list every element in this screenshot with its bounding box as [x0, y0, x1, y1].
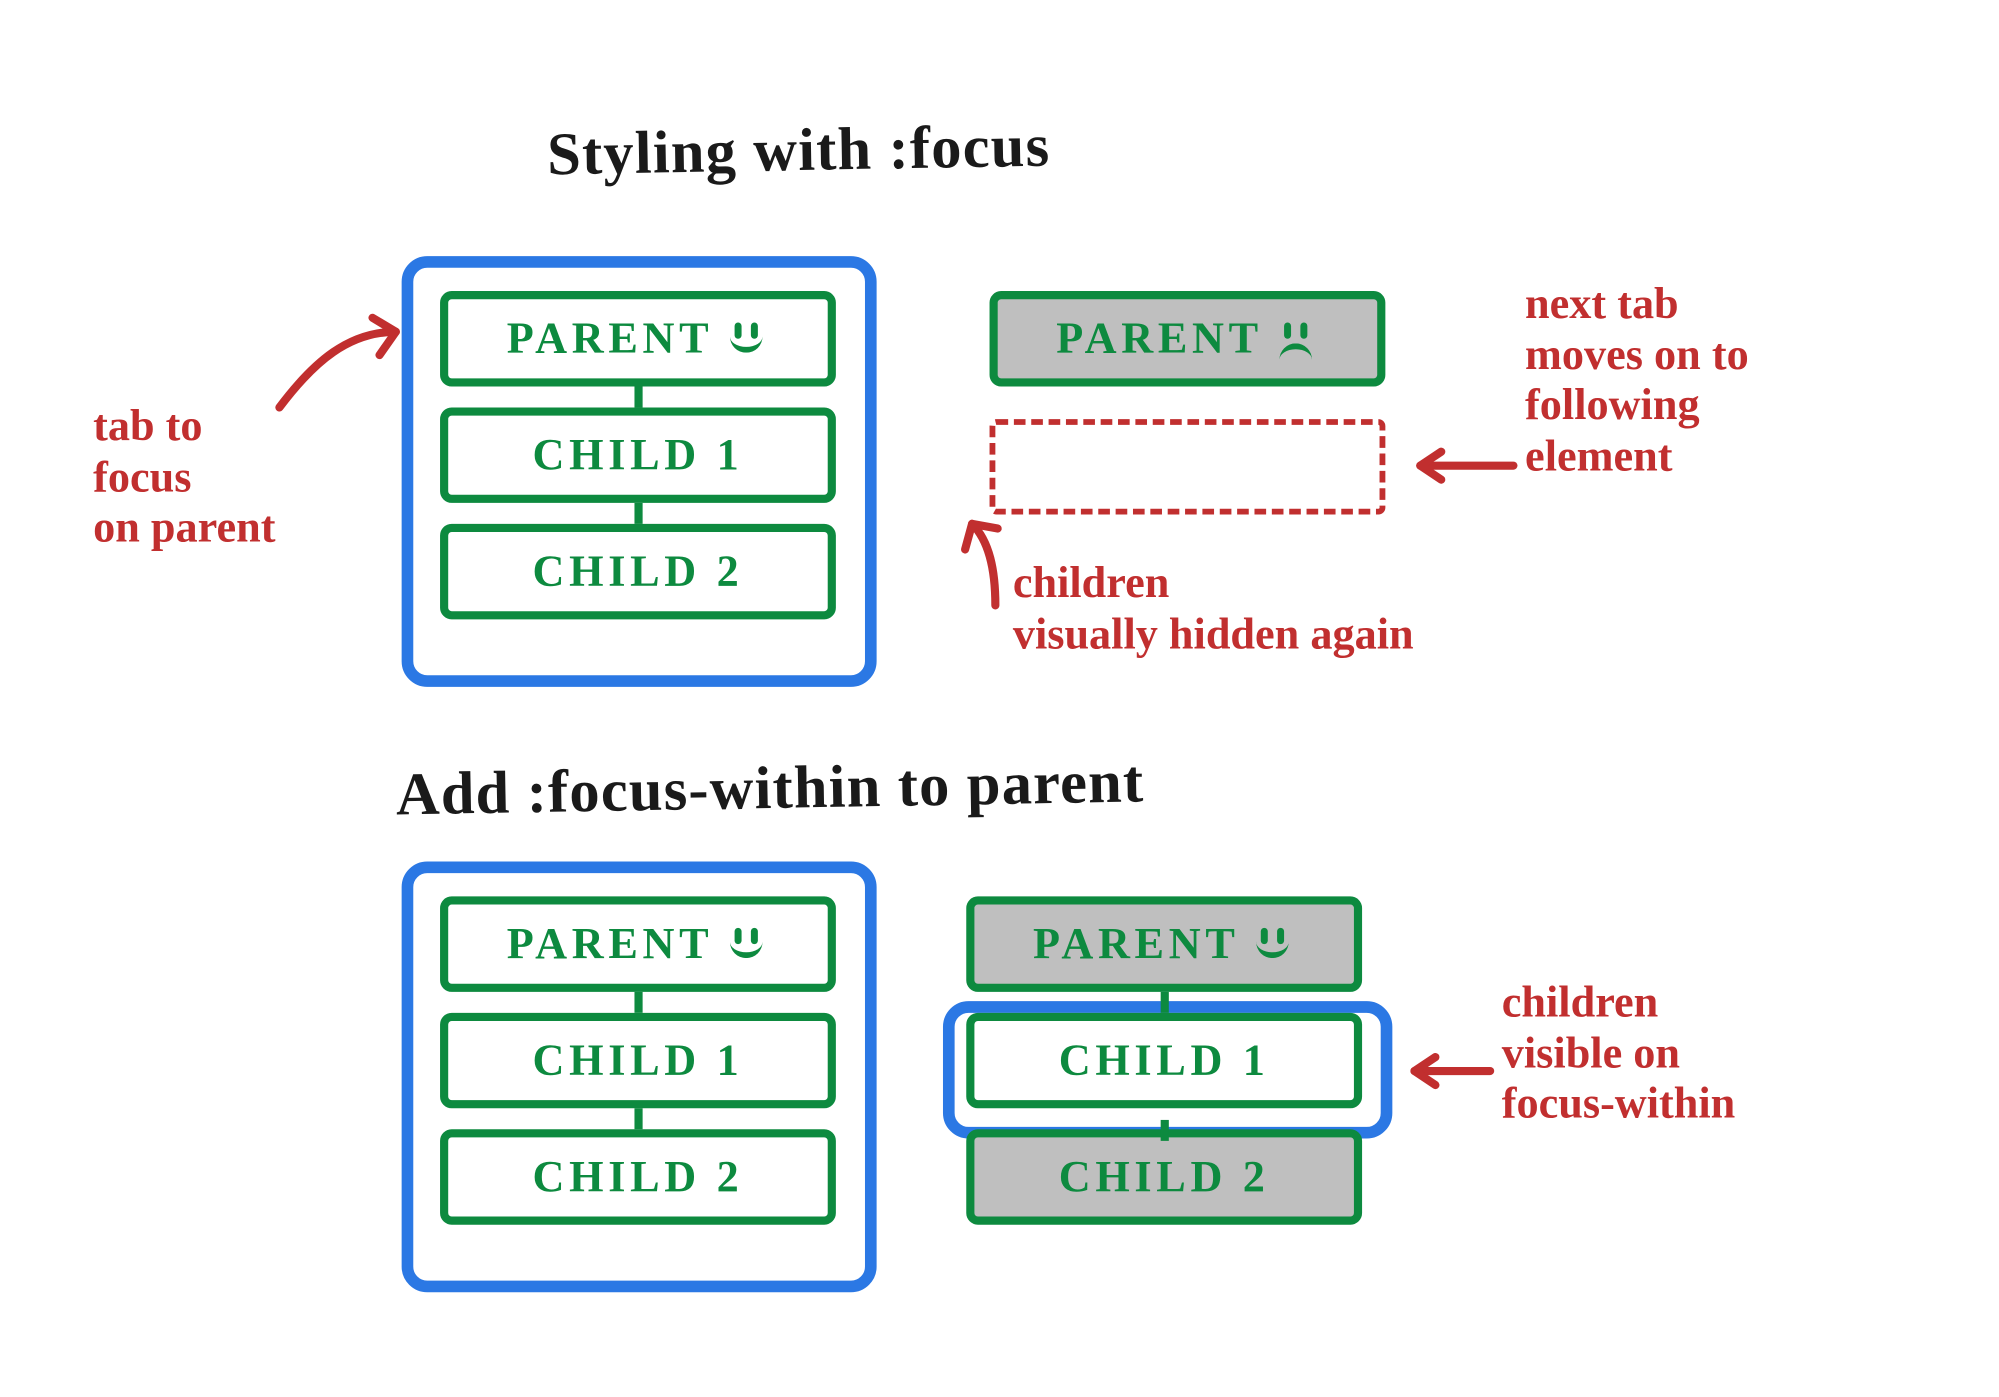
arrow-icon: [268, 314, 419, 430]
box-child2-s2l: CHILD 2: [440, 1129, 836, 1224]
box-label: PARENT: [1033, 919, 1240, 970]
frown-icon: [1277, 318, 1319, 360]
connector: [1161, 1120, 1169, 1141]
arrow-icon: [943, 512, 1024, 617]
box-label: CHILD 2: [1059, 1151, 1270, 1202]
annot-children-hidden: childrenvisually hidden again: [1013, 559, 1414, 661]
heading-top: Styling with :focus: [547, 112, 1051, 189]
connector: [634, 503, 642, 524]
smile-icon: [727, 318, 769, 360]
box-label: CHILD 2: [533, 1151, 744, 1202]
arrow-icon: [1397, 1048, 1502, 1095]
stack-section1-left: PARENT CHILD 1 CHILD 2: [440, 291, 836, 619]
box-child2-s2r: CHILD 2: [966, 1129, 1362, 1224]
connector: [634, 387, 642, 408]
box-label: PARENT: [507, 313, 714, 364]
box-parent-s2l: PARENT: [440, 896, 836, 991]
box-child2-s1l: CHILD 2: [440, 524, 836, 619]
box-label: PARENT: [1056, 313, 1263, 364]
smile-icon: [727, 923, 769, 965]
connector: [634, 1108, 642, 1129]
stack-section2-left: PARENT CHILD 1 CHILD 2: [440, 896, 836, 1224]
box-child1-s2r: CHILD 1: [966, 1013, 1362, 1108]
dashed-placeholder: [990, 419, 1386, 514]
box-label: CHILD 1: [533, 1035, 744, 1086]
connector: [634, 992, 642, 1013]
box-label: CHILD 1: [1059, 1035, 1270, 1086]
box-label: PARENT: [507, 919, 714, 970]
annot-next-tab: next tabmoves on tofollowingelement: [1525, 279, 1749, 482]
stack-section2-right: PARENT CHILD 1 CHILD 2: [966, 896, 1362, 1224]
box-parent-s1l: PARENT: [440, 291, 836, 386]
box-parent-s2r: PARENT: [966, 896, 1362, 991]
box-child1-s2l: CHILD 1: [440, 1013, 836, 1108]
heading-mid: Add :focus-within to parent: [395, 748, 1144, 830]
box-child1-s1l: CHILD 1: [440, 407, 836, 502]
box-parent-s1r: PARENT: [990, 291, 1386, 386]
box-label: CHILD 2: [533, 546, 744, 597]
annot-children-visible: childrenvisible onfocus-within: [1502, 978, 1736, 1131]
arrow-icon: [1397, 442, 1525, 489]
connector: [1161, 992, 1169, 1013]
smile-icon: [1253, 923, 1295, 965]
annot-tab-to-focus: tab tofocuson parent: [93, 402, 275, 555]
box-label: CHILD 1: [533, 430, 744, 481]
